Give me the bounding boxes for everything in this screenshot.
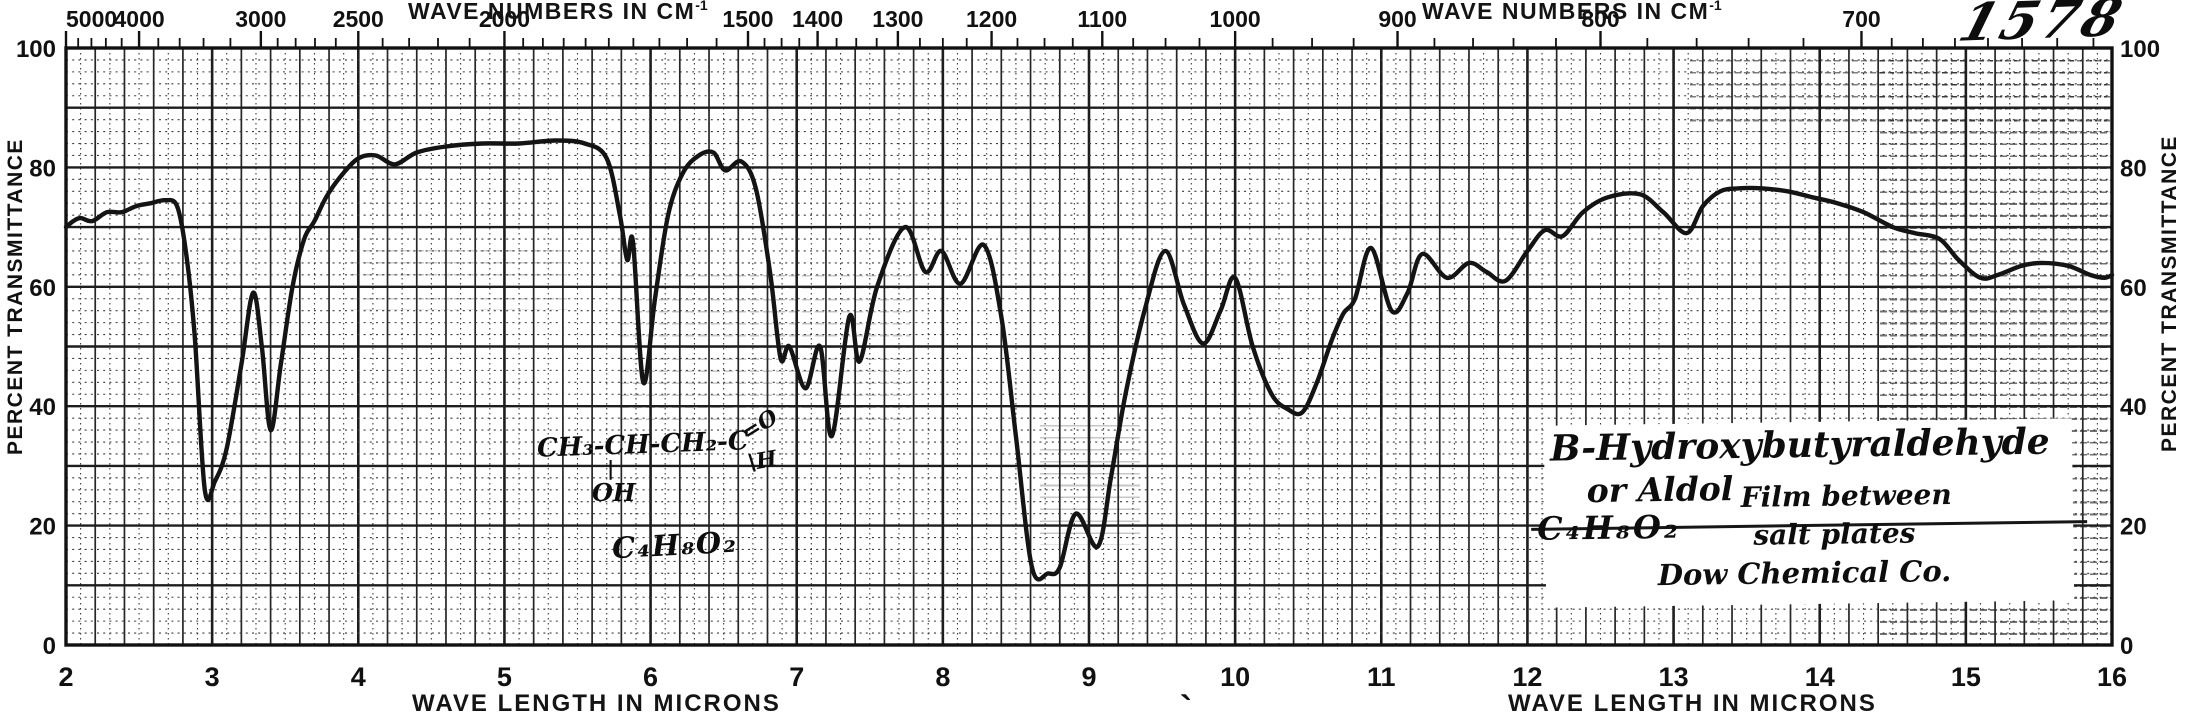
- sample-preparation-line2: salt plates: [1753, 516, 1916, 552]
- svg-text:100: 100: [16, 36, 56, 63]
- svg-text:2: 2: [58, 662, 73, 692]
- structure-carbonyl-hydrogen: \H: [745, 445, 779, 477]
- catalog-number-handwritten: 1578: [1952, 0, 2133, 54]
- sample-formula: C₄H₈O₂: [1536, 507, 1682, 548]
- svg-text:5: 5: [497, 662, 512, 692]
- svg-text:6: 6: [643, 662, 658, 692]
- svg-text:700: 700: [1842, 6, 1880, 32]
- svg-text:100: 100: [2120, 36, 2160, 63]
- svg-text:16: 16: [2097, 662, 2127, 692]
- svg-text:12: 12: [1512, 662, 1542, 692]
- top-axis-title-left-sup: -1: [695, 0, 708, 13]
- svg-text:60: 60: [29, 275, 56, 302]
- svg-text:13: 13: [1659, 662, 1689, 692]
- bottom-axis-title-left: WAVE LENGTH IN MICRONS: [412, 690, 781, 717]
- svg-text:4: 4: [351, 662, 366, 692]
- svg-text:2000: 2000: [479, 6, 530, 32]
- top-axis-title-right-text: WAVE NUMBERS IN CM: [1422, 0, 1710, 24]
- stray-pen-mark: `: [1180, 688, 1192, 728]
- svg-text:80: 80: [29, 155, 56, 182]
- svg-text:1200: 1200: [966, 6, 1017, 32]
- top-axis-title-left: WAVE NUMBERS IN CM-1: [408, 0, 708, 25]
- svg-text:PERCENT TRANSMITTANCE: PERCENT TRANSMITTANCE: [4, 138, 27, 455]
- top-axis-title-left-text: WAVE NUMBERS IN CM: [408, 0, 696, 24]
- svg-text:40: 40: [2120, 394, 2147, 421]
- svg-text:20: 20: [29, 514, 56, 541]
- top-axis-title-right: WAVE NUMBERS IN CM-1: [1422, 0, 1722, 25]
- svg-text:1400: 1400: [792, 6, 843, 32]
- svg-text:5000: 5000: [66, 6, 117, 32]
- sample-info-box: B-Hydroxybutyraldehyde or Aldol Film bet…: [1531, 418, 2088, 608]
- svg-text:1500: 1500: [722, 6, 773, 32]
- y-axis-labels: 0 0 20 20 40 40 60 60 80 80 100 100: [16, 36, 2160, 660]
- svg-text:40: 40: [29, 394, 56, 421]
- svg-text:80: 80: [2120, 155, 2147, 182]
- plot-border: [64, 46, 2114, 647]
- svg-text:800: 800: [1581, 6, 1619, 32]
- svg-text:3000: 3000: [235, 6, 286, 32]
- svg-text:1300: 1300: [872, 6, 923, 32]
- structure-hydroxyl: OH: [592, 478, 636, 507]
- sample-name: B-Hydroxybutyraldehyde: [1549, 420, 2050, 470]
- svg-text:60: 60: [2120, 275, 2147, 302]
- y-axis-titles: PERCENT TRANSMITTANCE PERCENT TRANSMITTAN…: [4, 135, 2181, 455]
- svg-text:1100: 1100: [1077, 6, 1127, 32]
- svg-text:10: 10: [1220, 662, 1250, 692]
- svg-text:20: 20: [2120, 514, 2147, 541]
- svg-text:7: 7: [789, 662, 804, 692]
- sample-source: Dow Chemical Co.: [1657, 554, 1952, 593]
- svg-text:8: 8: [935, 662, 950, 692]
- svg-text:0: 0: [2120, 633, 2133, 660]
- svg-text:11: 11: [1367, 662, 1396, 692]
- sample-alt-name: or Aldol: [1586, 469, 1734, 511]
- svg-text:2500: 2500: [333, 6, 384, 32]
- bottom-axis-labels: 2 3 4 5 6 7 8 9 10 11 12 13 14 15 16: [58, 662, 2127, 692]
- sample-preparation-line1: Film between: [1740, 478, 1952, 514]
- svg-text:900: 900: [1378, 6, 1416, 32]
- svg-text:0: 0: [43, 633, 56, 660]
- structure-oh-bond: |: [607, 456, 615, 480]
- svg-text:14: 14: [1805, 662, 1835, 692]
- svg-text:9: 9: [1081, 662, 1096, 692]
- svg-text:1000: 1000: [1210, 6, 1261, 32]
- svg-text:4000: 4000: [113, 6, 164, 32]
- top-axis-title-right-sup: -1: [1709, 0, 1722, 13]
- svg-text:3: 3: [205, 662, 220, 692]
- svg-text:15: 15: [1951, 662, 1981, 692]
- svg-text:PERCENT TRANSMITTANCE: PERCENT TRANSMITTANCE: [2158, 135, 2181, 452]
- bottom-axis-title-right: WAVE LENGTH IN MICRONS: [1508, 690, 1877, 717]
- structure-molecular-formula: C₄H₈O₂: [611, 524, 739, 566]
- spectrum-curve: [63, 138, 2115, 582]
